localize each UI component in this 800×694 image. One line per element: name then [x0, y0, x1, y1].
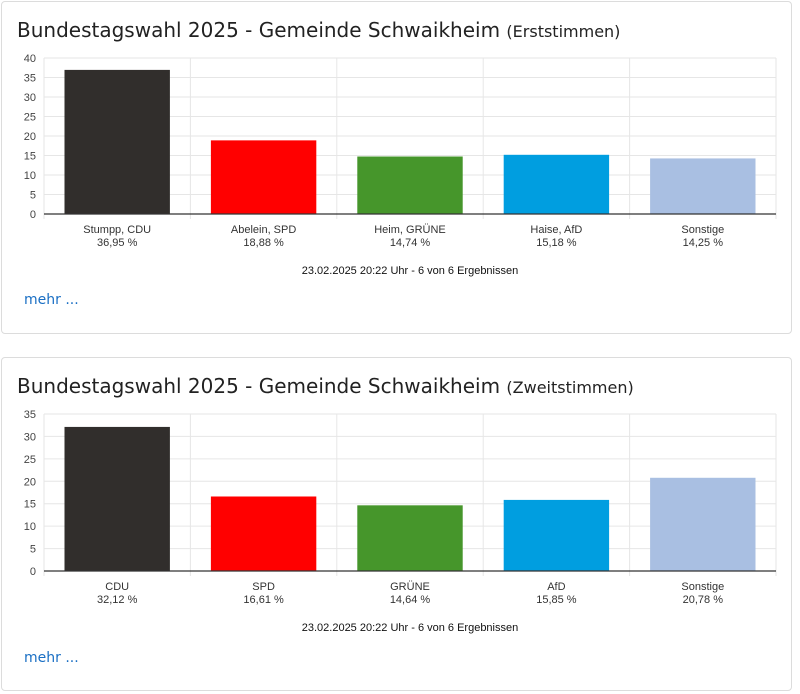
bar — [64, 69, 170, 215]
x-tick-label: CDU — [105, 581, 129, 593]
x-tick-label: Abelein, SPD — [231, 224, 296, 236]
data-label: 32,12 % — [97, 594, 138, 606]
results-card-erststimmen: Bundestagswahl 2025 - Gemeinde Schwaikhe… — [1, 1, 792, 334]
chart-footer: 23.02.2025 20:22 Uhr - 6 von 6 Ergebniss… — [302, 265, 518, 277]
bar — [64, 426, 170, 571]
data-label: 18,88 % — [243, 237, 284, 249]
x-tick-label: Heim, GRÜNE — [374, 224, 446, 236]
bar — [503, 154, 610, 214]
y-tick-label: 30 — [24, 431, 36, 443]
data-label: 16,61 % — [243, 594, 284, 606]
y-tick-label: 10 — [24, 521, 36, 533]
bar — [503, 499, 610, 571]
data-label: 36,95 % — [97, 237, 138, 249]
card-title-sub: (Zweitstimmen) — [506, 378, 634, 397]
data-label: 14,64 % — [390, 594, 431, 606]
results-card-zweitstimmen: Bundestagswahl 2025 - Gemeinde Schwaikhe… — [1, 357, 792, 691]
y-tick-label: 40 — [24, 53, 36, 65]
data-label: 15,85 % — [536, 594, 577, 606]
x-tick-label: Sonstige — [681, 224, 724, 236]
x-tick-label: Stumpp, CDU — [83, 224, 151, 236]
y-tick-label: 20 — [24, 131, 36, 143]
bar — [650, 158, 756, 214]
x-tick-label: GRÜNE — [390, 581, 430, 593]
y-tick-label: 5 — [30, 190, 36, 202]
y-tick-label: 20 — [24, 476, 36, 488]
y-tick-label: 25 — [24, 112, 36, 124]
y-tick-label: 35 — [24, 73, 36, 85]
data-label: 14,74 % — [390, 237, 431, 249]
y-tick-label: 0 — [30, 566, 36, 578]
x-tick-label: AfD — [547, 581, 565, 593]
card-title-sub: (Erststimmen) — [506, 22, 621, 41]
data-label: 15,18 % — [536, 237, 577, 249]
more-link[interactable]: mehr ... — [24, 292, 79, 308]
chart-footer: 23.02.2025 20:22 Uhr - 6 von 6 Ergebniss… — [302, 622, 518, 634]
bar — [210, 496, 317, 571]
x-tick-label: Haise, AfD — [530, 224, 582, 236]
more-link[interactable]: mehr ... — [24, 650, 79, 666]
y-tick-label: 25 — [24, 454, 36, 466]
x-tick-label: Sonstige — [681, 581, 724, 593]
y-tick-label: 30 — [24, 92, 36, 104]
card-title-main: Bundestagswahl 2025 - Gemeinde Schwaikhe… — [17, 18, 501, 42]
bar — [650, 477, 756, 571]
bar — [357, 505, 463, 571]
card-title-main: Bundestagswahl 2025 - Gemeinde Schwaikhe… — [17, 374, 501, 398]
y-tick-label: 0 — [30, 209, 36, 221]
y-tick-label: 15 — [24, 151, 36, 163]
bar — [357, 156, 463, 214]
data-label: 14,25 % — [683, 237, 724, 249]
y-tick-label: 10 — [24, 170, 36, 182]
card-title: Bundestagswahl 2025 - Gemeinde Schwaikhe… — [17, 18, 620, 42]
y-tick-label: 5 — [30, 544, 36, 556]
x-tick-label: SPD — [252, 581, 275, 593]
bar — [210, 140, 317, 214]
y-tick-label: 35 — [24, 409, 36, 421]
data-label: 20,78 % — [683, 594, 724, 606]
card-title: Bundestagswahl 2025 - Gemeinde Schwaikhe… — [17, 374, 634, 398]
y-tick-label: 15 — [24, 499, 36, 511]
